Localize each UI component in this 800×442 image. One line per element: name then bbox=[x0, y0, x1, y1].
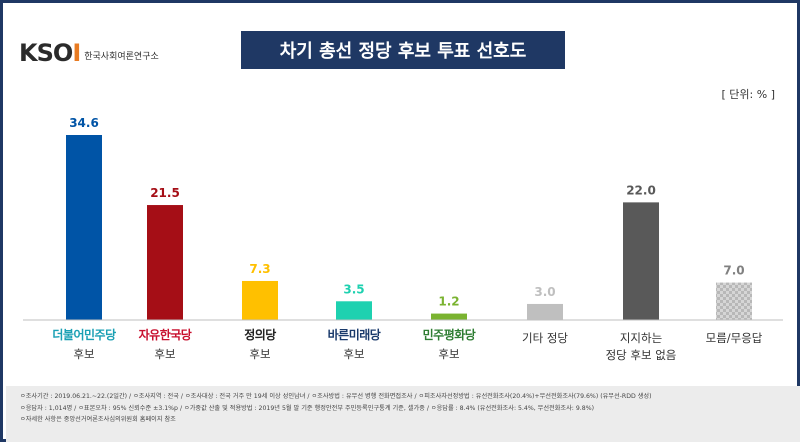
bar-6 bbox=[623, 202, 659, 320]
bar-value-label-1: 21.5 bbox=[150, 186, 180, 200]
bar-value-label-2: 7.3 bbox=[249, 262, 270, 276]
survey-footnote: ㅇ조사기간 : 2019.06.21.~22.(2일간) / ㅇ조사지역 : 전… bbox=[6, 386, 800, 442]
bar-value-label-3: 3.5 bbox=[343, 282, 364, 296]
logo-subtitle: 한국사회여론연구소 bbox=[84, 52, 159, 62]
bar-chart: 34.6 21.5 7.3 3.5 1.2 3.0 22.0 7.0 bbox=[23, 116, 783, 321]
category-label-7-0: 모름/무응답 bbox=[705, 331, 763, 345]
party-logo-1: 자유한국당 bbox=[138, 328, 192, 342]
bar-value-label-5: 3.0 bbox=[534, 285, 555, 299]
bar-5 bbox=[527, 303, 563, 320]
party-logo-2: 정의당 bbox=[244, 328, 276, 342]
category-label-5-0: 기타 정당 bbox=[522, 331, 568, 345]
category-label-6-0: 지지하는 bbox=[619, 331, 663, 345]
party-logo-3: 바른미래당 bbox=[327, 328, 381, 342]
bar-0 bbox=[66, 135, 102, 320]
footnote-line-2: ㅇ응답자 : 1,014명 / ㅇ표본오차 : 95% 신뢰수준 ±3.1%p … bbox=[20, 404, 594, 412]
category-label-4-1: 후보 bbox=[438, 347, 460, 361]
bar-value-label-0: 34.6 bbox=[69, 116, 99, 130]
party-logo-4: 민주평화당 bbox=[422, 328, 476, 342]
bar-3 bbox=[336, 301, 372, 320]
category-label-2-1: 후보 bbox=[249, 347, 271, 361]
category-label-3-1: 후보 bbox=[343, 347, 365, 361]
footnote-line-3: ㅇ자세한 사항은 중앙선거여론조사심의위원회 홈페이지 참조 bbox=[20, 416, 176, 423]
bar-value-label-4: 1.2 bbox=[438, 295, 459, 309]
bar-4 bbox=[431, 313, 467, 320]
unit-label: [ 단위: % ] bbox=[721, 88, 775, 101]
logo-text: KSOI bbox=[19, 39, 81, 67]
bar-value-label-7: 7.0 bbox=[723, 264, 744, 278]
bar-1 bbox=[147, 205, 183, 320]
ksoi-logo: KSOI 한국사회여론연구소 bbox=[19, 41, 159, 65]
bar-value-label-6: 22.0 bbox=[626, 183, 656, 197]
bar-7 bbox=[716, 282, 752, 320]
category-label-1-1: 후보 bbox=[154, 347, 176, 361]
category-label-6-1: 정당 후보 없음 bbox=[605, 348, 677, 362]
bar-2 bbox=[242, 280, 278, 320]
footnote-line-1: ㅇ조사기간 : 2019.06.21.~22.(2일간) / ㅇ조사지역 : 전… bbox=[20, 393, 652, 400]
party-logo-0: 더불어민주당 bbox=[52, 328, 116, 342]
category-label-0-1: 후보 bbox=[73, 347, 95, 361]
chart-title: 차기 총선 정당 후보 투표 선호도 bbox=[241, 31, 565, 69]
